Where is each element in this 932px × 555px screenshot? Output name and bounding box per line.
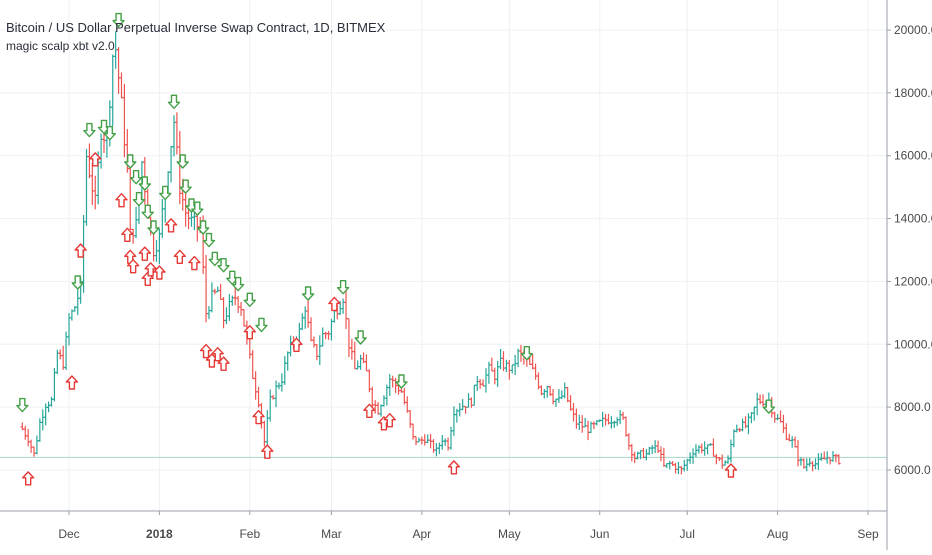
x-tick-label: Mar bbox=[321, 527, 342, 541]
y-tick-label: 16000.0 bbox=[894, 149, 932, 163]
sell-arrow-icon bbox=[255, 317, 268, 333]
y-tick-label: 12000.0 bbox=[894, 274, 932, 288]
buy-arrow-icon bbox=[164, 218, 178, 233]
y-tick-label: 20000.0 bbox=[894, 23, 932, 37]
sell-arrow-icon bbox=[138, 176, 152, 191]
grid bbox=[0, 0, 887, 511]
y-axis[interactable]: 20000.0 18000.0 16000.0 14000.0 12000.0 10000… bbox=[887, 23, 932, 477]
x-tick-label: 2018 bbox=[146, 527, 173, 541]
x-axis[interactable]: Dec 2018 Feb Mar Apr May Jun Jul Aug Sep bbox=[58, 511, 879, 541]
sell-arrow-icon bbox=[395, 374, 408, 389]
candles bbox=[20, 31, 841, 475]
buy-arrow-icon bbox=[115, 193, 128, 208]
signal-arrows bbox=[16, 12, 776, 486]
sell-arrow-icon bbox=[112, 12, 125, 28]
sell-arrow-icon bbox=[301, 286, 315, 301]
x-tick-label: Feb bbox=[239, 527, 260, 541]
sell-arrow-icon bbox=[16, 397, 29, 413]
sell-arrow-icon bbox=[243, 292, 256, 307]
x-tick-label: Sep bbox=[857, 527, 879, 541]
buy-arrow-icon bbox=[74, 243, 87, 258]
x-tick-label: Aug bbox=[767, 527, 788, 541]
buy-arrow-icon bbox=[261, 444, 274, 459]
buy-arrow-icon bbox=[65, 375, 79, 390]
buy-arrow-icon bbox=[211, 347, 224, 362]
buy-arrow-icon bbox=[121, 227, 134, 242]
sell-arrow-icon bbox=[208, 251, 222, 267]
sell-arrow-icon bbox=[336, 280, 350, 295]
y-tick-label: 6000.0 bbox=[894, 463, 931, 477]
buy-arrow-icon bbox=[447, 460, 461, 475]
sell-arrow-icon bbox=[103, 126, 117, 141]
sell-arrow-icon bbox=[179, 179, 192, 194]
buy-arrow-icon bbox=[217, 356, 230, 371]
x-tick-label: Jun bbox=[590, 527, 609, 541]
sell-arrow-icon bbox=[129, 170, 143, 185]
sell-arrow-icon bbox=[141, 204, 154, 219]
x-tick-label: Jul bbox=[680, 527, 695, 541]
sell-arrow-icon bbox=[71, 275, 84, 290]
sell-arrow-icon bbox=[202, 232, 216, 248]
x-tick-label: Dec bbox=[58, 527, 79, 541]
buy-arrow-icon bbox=[89, 152, 102, 167]
x-tick-label: Apr bbox=[412, 527, 431, 541]
y-tick-label: 10000.0 bbox=[894, 337, 932, 351]
sell-arrow-icon bbox=[231, 276, 245, 292]
sell-arrow-icon bbox=[167, 94, 181, 109]
x-tick-label: May bbox=[498, 527, 521, 541]
buy-arrow-icon bbox=[144, 262, 157, 277]
buy-arrow-icon bbox=[328, 296, 341, 312]
buy-arrow-icon bbox=[21, 471, 35, 486]
sell-arrow-icon bbox=[354, 330, 367, 345]
sell-arrow-icon bbox=[83, 122, 96, 138]
buy-arrow-icon bbox=[243, 325, 256, 340]
buy-arrow-icon bbox=[153, 265, 166, 280]
sell-arrow-icon bbox=[762, 399, 776, 414]
sell-arrow-icon bbox=[147, 220, 160, 235]
buy-arrow-icon bbox=[290, 337, 303, 352]
y-tick-label: 14000.0 bbox=[894, 212, 932, 226]
y-tick-label: 8000.0 bbox=[894, 400, 931, 414]
y-tick-label: 18000.0 bbox=[894, 86, 932, 100]
buy-arrow-icon bbox=[173, 249, 187, 264]
sell-arrow-icon bbox=[196, 220, 210, 235]
sell-arrow-icon bbox=[159, 185, 172, 201]
sell-arrow-icon bbox=[191, 201, 204, 216]
buy-arrow-icon bbox=[363, 403, 376, 418]
indicator-label[interactable]: magic scalp xbt v2.0 bbox=[6, 39, 115, 53]
candle-down bbox=[837, 454, 841, 465]
sell-arrow-icon bbox=[124, 154, 137, 169]
buy-arrow-icon bbox=[383, 413, 396, 428]
buy-arrow-icon bbox=[138, 246, 152, 261]
sell-arrow-icon bbox=[217, 258, 230, 273]
chart-title: Bitcoin / US Dollar Perpetual Inverse Sw… bbox=[6, 20, 386, 35]
buy-arrow-icon bbox=[126, 259, 140, 274]
sell-arrow-icon bbox=[520, 346, 534, 361]
buy-arrow-icon bbox=[188, 255, 201, 271]
buy-arrow-icon bbox=[252, 409, 265, 425]
buy-arrow-icon bbox=[199, 343, 213, 359]
sell-arrow-icon bbox=[176, 154, 189, 169]
buy-arrow-icon bbox=[724, 463, 738, 478]
sell-arrow-icon bbox=[132, 192, 146, 207]
